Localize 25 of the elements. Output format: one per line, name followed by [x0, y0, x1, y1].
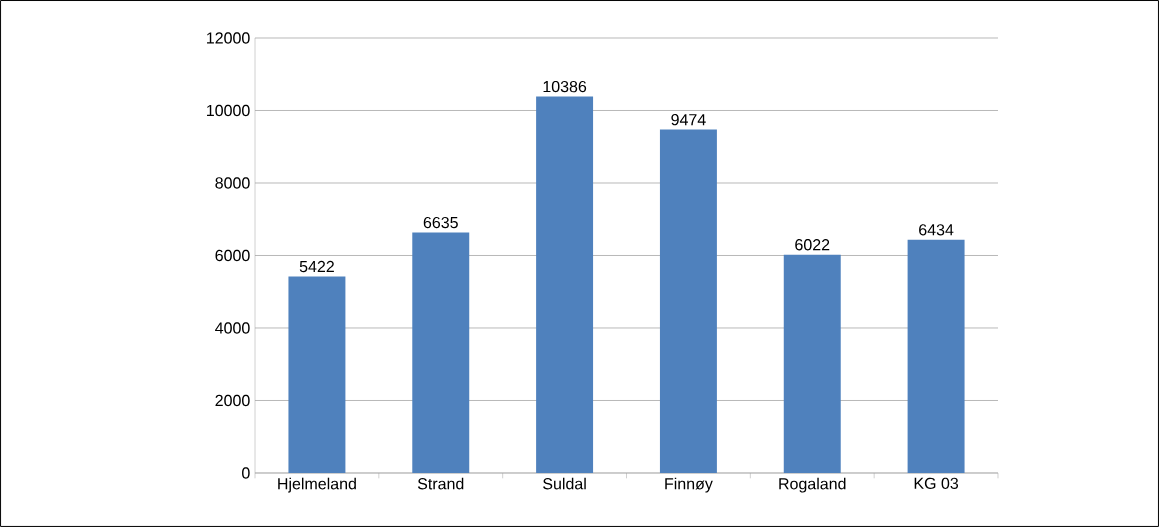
y-tick-label: 12000: [207, 32, 250, 44]
data-label: 6635: [423, 216, 458, 229]
y-tick-label: 8000: [215, 177, 250, 189]
data-label: 5422: [299, 260, 334, 273]
bar: [659, 129, 717, 473]
bar: [288, 276, 346, 473]
data-label: 6022: [795, 239, 830, 251]
x-tick-label: Hjelmeland: [278, 477, 356, 493]
y-tick-label: 4000: [215, 322, 250, 334]
y-tick-label: 0: [242, 467, 250, 479]
y-tick-label: 10000: [207, 104, 250, 117]
bar: [412, 232, 470, 473]
x-tick-label: Strand: [417, 477, 464, 490]
data-label: 6434: [919, 224, 954, 236]
data-label: 10386: [543, 80, 587, 93]
bar: [907, 239, 965, 473]
y-tick-label: 6000: [215, 249, 250, 262]
x-tick-label: Rogaland: [779, 477, 846, 493]
x-tick-label: KG 03: [914, 477, 959, 490]
data-label: 9474: [671, 113, 706, 126]
bar: [783, 254, 841, 473]
x-tick-label: Finnøy: [665, 477, 713, 493]
bar: [536, 96, 594, 473]
x-tick-label: Suldal: [543, 477, 586, 490]
y-tick-label: 2000: [215, 394, 250, 407]
